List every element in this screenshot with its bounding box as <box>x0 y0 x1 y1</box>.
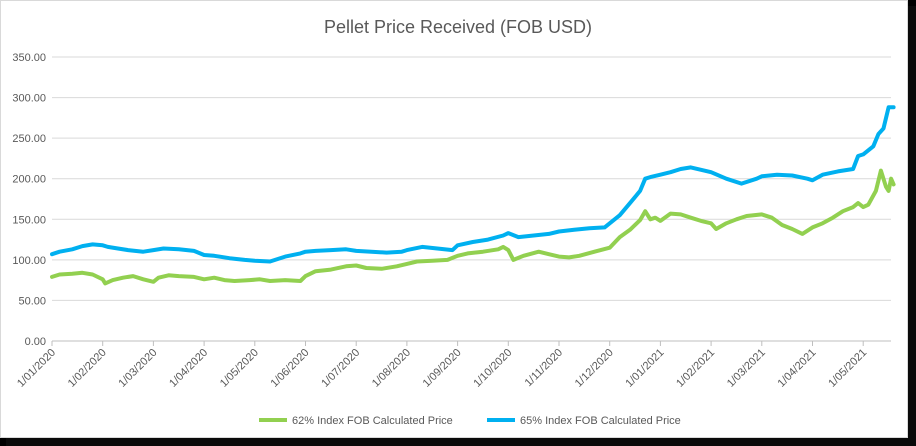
legend: 62% Index FOB Calculated Price 65% Index … <box>259 415 681 427</box>
x-tick-label: 1/01/2020 <box>15 347 58 390</box>
x-tick-label: 1/10/2020 <box>471 347 514 390</box>
legend-label-1: 62% Index FOB Calculated Price <box>292 415 453 427</box>
series-line-2 <box>50 105 896 264</box>
x-tick-label: 1/06/2020 <box>269 347 312 390</box>
x-tick-label: 1/03/2020 <box>116 347 159 390</box>
gridlines <box>52 56 891 301</box>
y-tick-label: 0.00 <box>25 336 46 348</box>
x-tick-label: 1/01/2021 <box>623 347 666 390</box>
y-tick-label: 350.00 <box>12 52 46 64</box>
series-line-1 <box>50 168 896 286</box>
y-tick-label: 300.00 <box>12 93 46 105</box>
window-shadow-bottom <box>6 438 916 446</box>
x-tick-label: 1/11/2020 <box>523 347 566 390</box>
x-tick-label: 1/05/2020 <box>218 347 261 390</box>
y-tick-label: 50.00 <box>18 295 46 307</box>
x-tick-label: 1/05/2021 <box>826 347 869 390</box>
window-shadow-right <box>908 6 916 446</box>
series-lines <box>50 105 896 286</box>
y-tick-label: 150.00 <box>12 214 46 226</box>
chart-frame: Pellet Price Received (FOB USD) 0.00 50.0… <box>0 0 908 438</box>
chart-title: Pellet Price Received (FOB USD) <box>324 17 592 37</box>
x-tick-label: 1/08/2020 <box>370 347 413 390</box>
y-tick-label: 250.00 <box>12 133 46 145</box>
x-tick-label: 1/09/2020 <box>421 347 464 390</box>
x-axis-tick-labels: 1/01/2020 1/02/2020 1/03/2020 1/04/2020 1/05… <box>15 341 869 390</box>
x-tick-label: 1/02/2021 <box>674 347 717 390</box>
y-axis-tick-labels: 0.00 50.00 100.00 150.00 200.00 250.00 300.00 3… <box>12 52 46 348</box>
y-tick-label: 200.00 <box>12 174 46 186</box>
x-tick-label: 1/04/2020 <box>167 347 210 390</box>
x-tick-label: 1/07/2020 <box>319 347 362 390</box>
x-tick-label: 1/04/2021 <box>776 347 819 390</box>
x-tick-label: 1/03/2021 <box>725 347 768 390</box>
y-tick-label: 100.00 <box>12 255 46 267</box>
x-tick-label: 1/12/2020 <box>573 347 616 390</box>
x-tick-label: 1/02/2020 <box>66 347 109 390</box>
line-chart: Pellet Price Received (FOB USD) 0.00 50.0… <box>12 17 896 427</box>
legend-label-2: 65% Index FOB Calculated Price <box>520 415 681 427</box>
